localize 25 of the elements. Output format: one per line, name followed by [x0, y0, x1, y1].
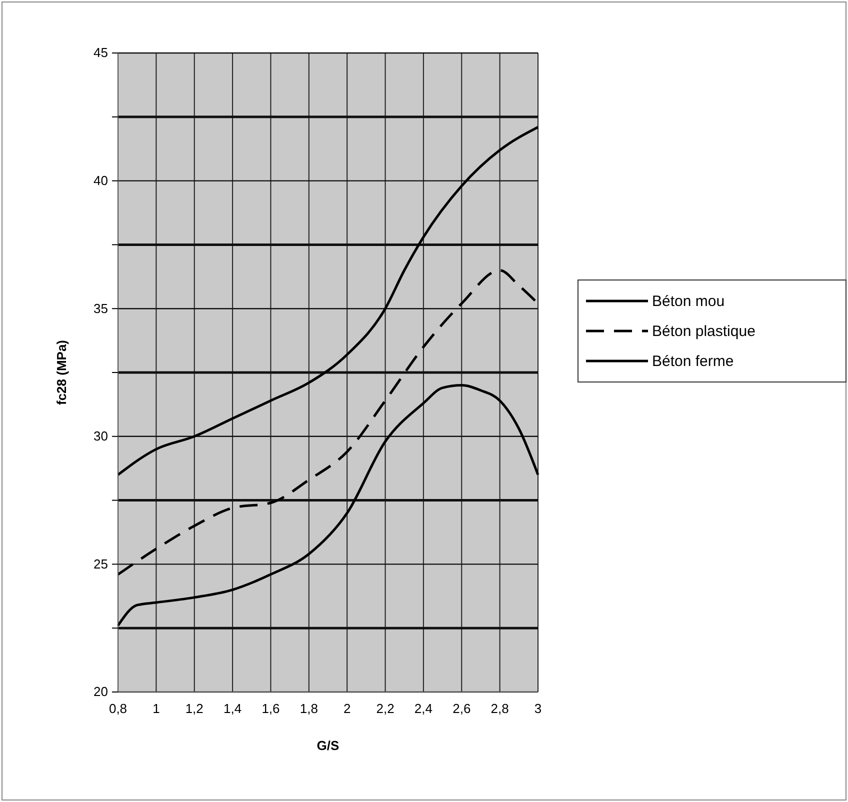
x-tick-label: 0,8 — [108, 701, 128, 716]
x-tick-label: 1,2 — [185, 701, 204, 716]
x-tick-label: 3 — [534, 701, 542, 716]
x-tick-label: 2,4 — [414, 701, 432, 716]
legend-label: Béton ferme — [652, 353, 734, 370]
y-tick-label: 30 — [94, 428, 108, 444]
line-series — [116, 384, 540, 627]
line-series — [116, 126, 540, 476]
x-tick-label: 1 — [152, 701, 160, 716]
x-tick-label: 2,8 — [490, 701, 509, 716]
legend-label: Béton mou — [652, 293, 725, 310]
y-tick-label: 25 — [94, 556, 108, 572]
y-tick-label: 40 — [94, 172, 108, 188]
x-tick-label: 1,8 — [300, 701, 318, 716]
y-tick-label: 20 — [94, 684, 108, 700]
y-tick-label: 45 — [94, 45, 108, 60]
x-tick-label: 1,6 — [262, 701, 280, 716]
x-tick-label: 2,2 — [376, 701, 394, 716]
x-tick-label: 2,6 — [452, 701, 471, 716]
x-axis-title: G/S — [316, 738, 340, 753]
x-tick-label: 2 — [343, 701, 351, 716]
y-tick-label: 35 — [94, 300, 108, 316]
legend-label: Béton plastique — [652, 323, 756, 340]
x-tick-label: 1,4 — [224, 701, 242, 716]
y-axis-title: fc28 (MPa) — [54, 340, 69, 406]
